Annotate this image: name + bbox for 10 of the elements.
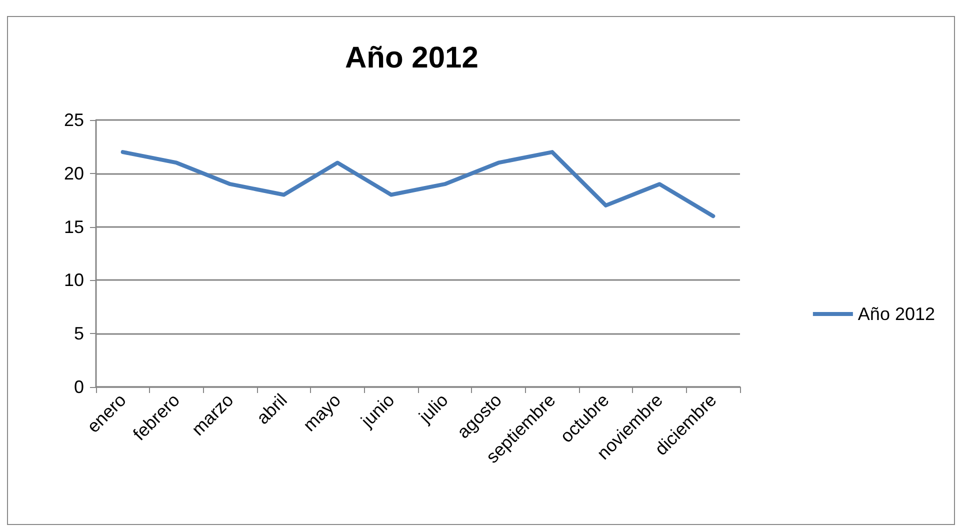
line-series xyxy=(120,150,716,218)
x-tick-label: julio xyxy=(414,390,452,428)
y-tick-label: 20 xyxy=(64,163,84,184)
y-tick-label: 10 xyxy=(64,270,84,290)
y-tick-label: 15 xyxy=(64,216,84,237)
y-tick-label: 0 xyxy=(74,377,84,397)
legend-label: Año 2012 xyxy=(858,304,936,324)
chart-title: Año 2012 xyxy=(345,42,478,74)
y-tick-label: 25 xyxy=(64,110,84,130)
y-tick-label: 5 xyxy=(74,324,84,344)
